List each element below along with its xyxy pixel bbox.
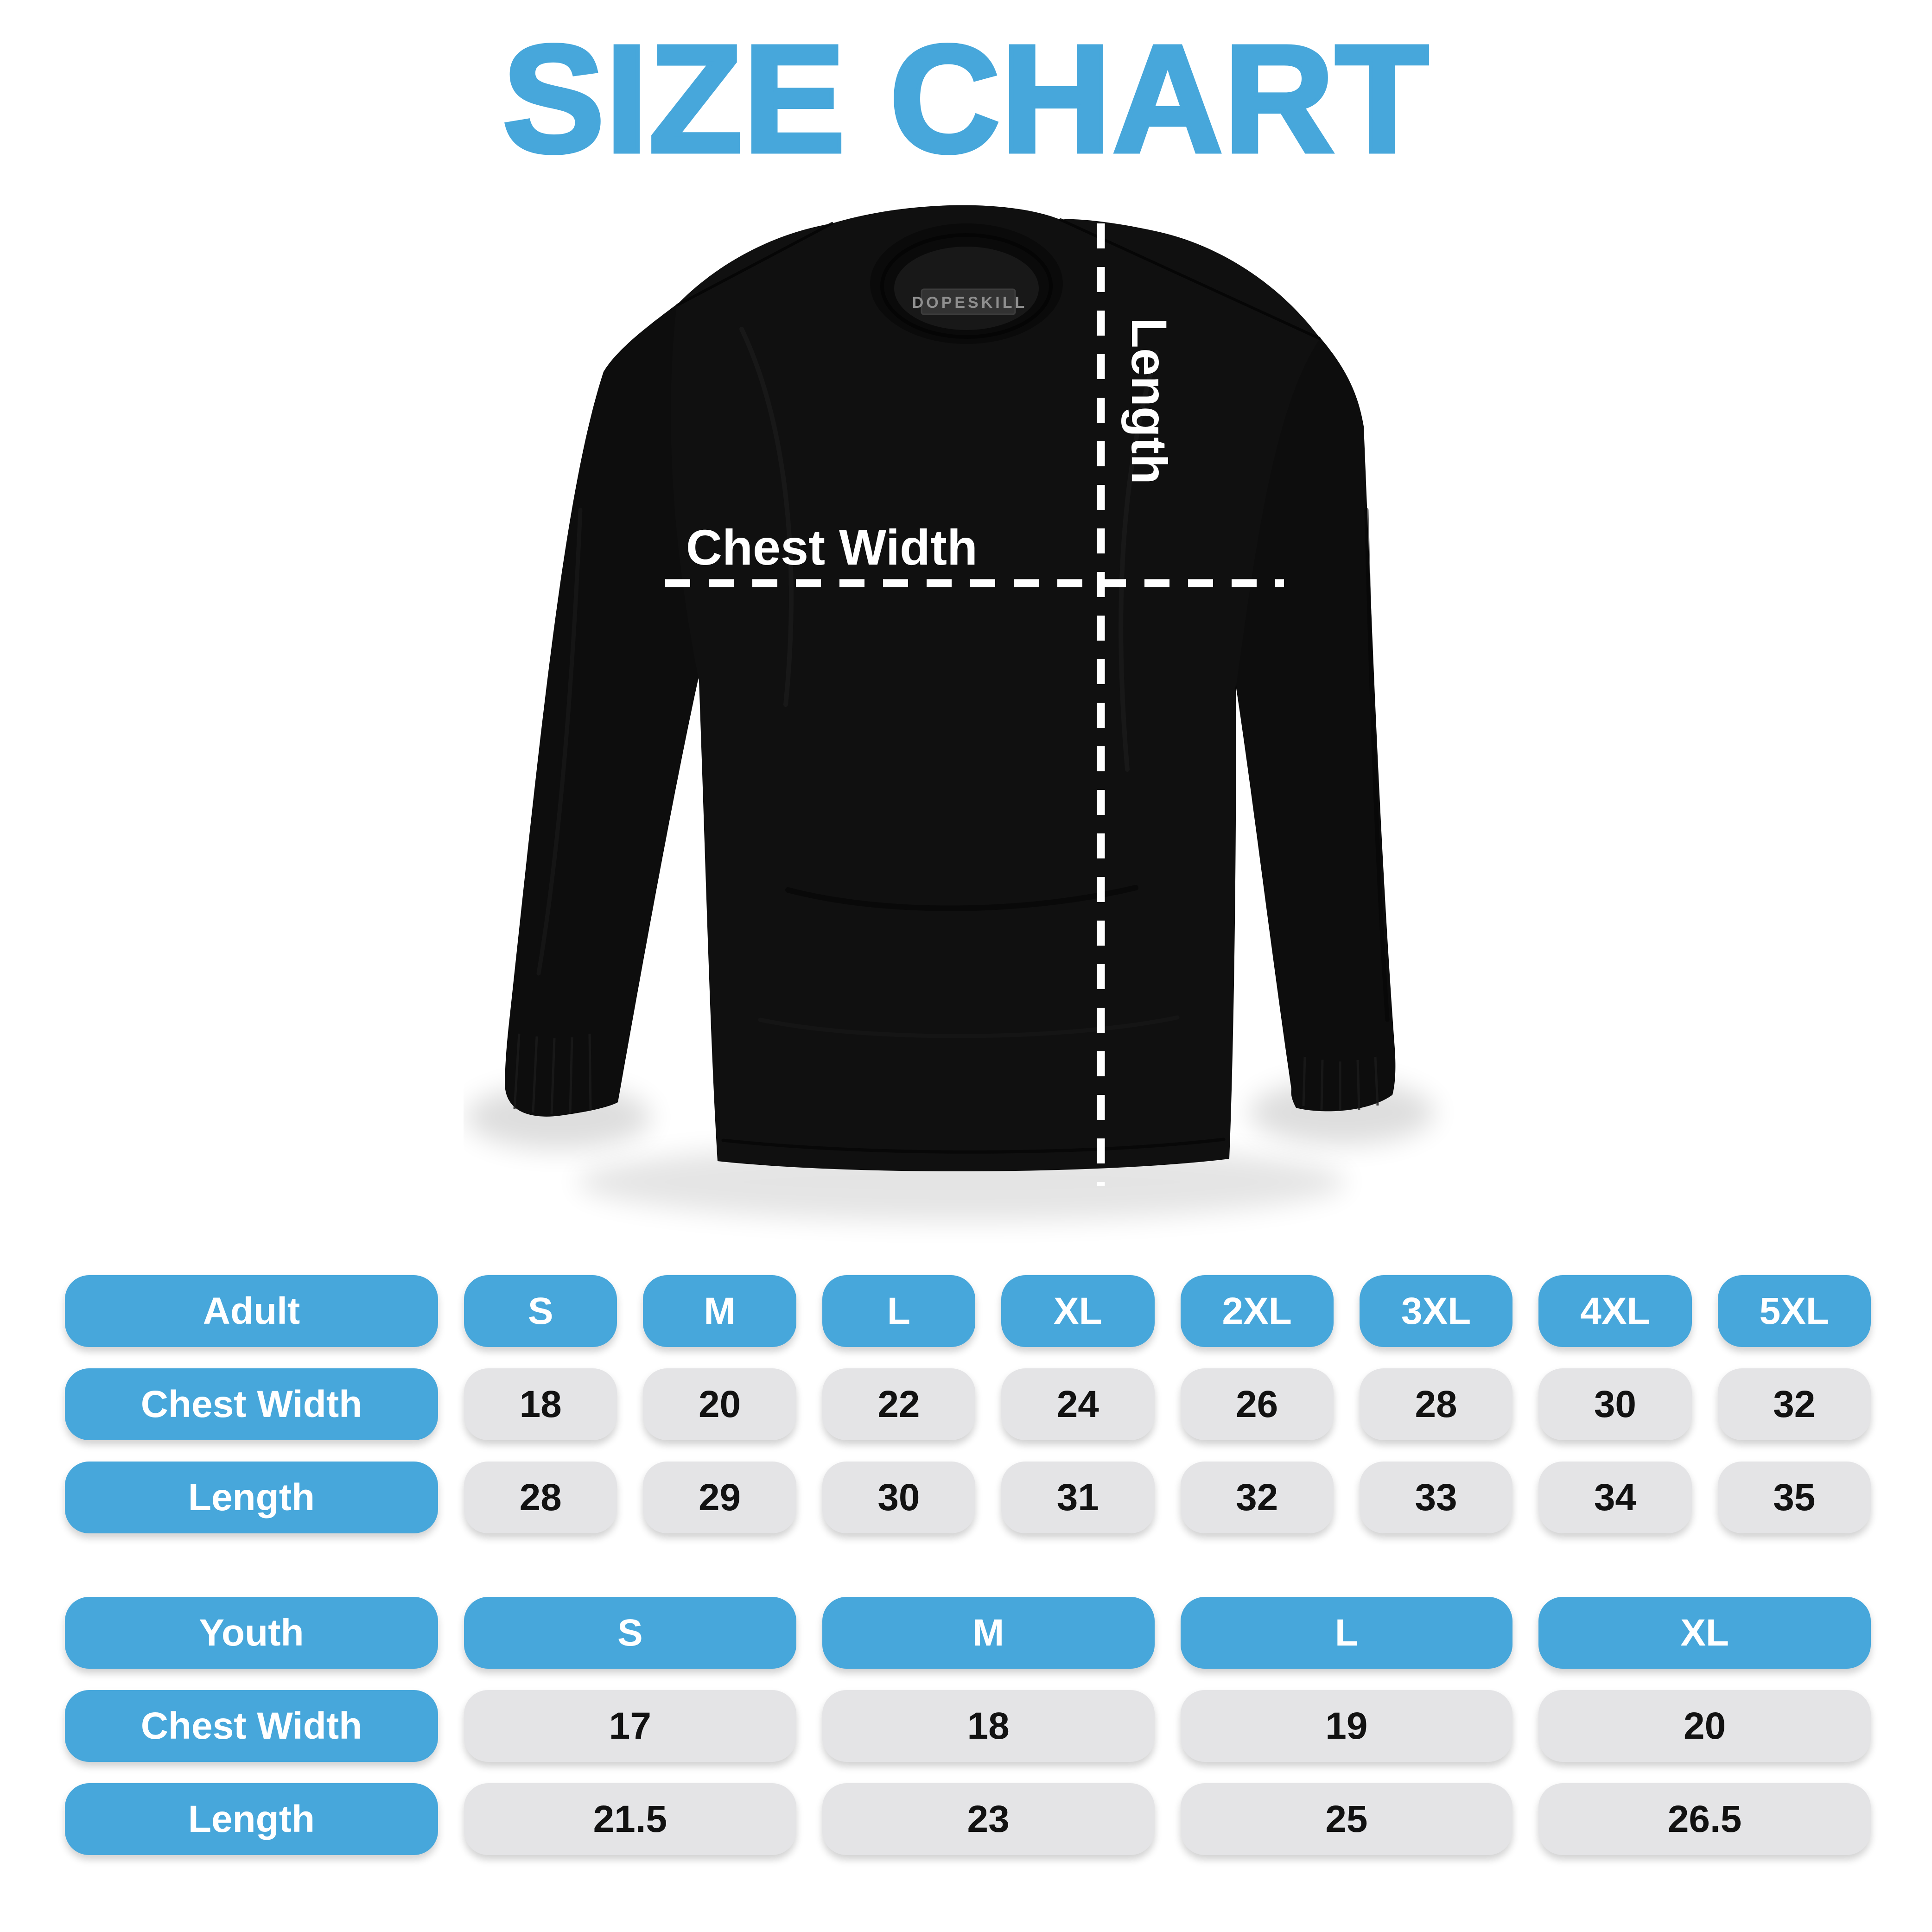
collar-tag bbox=[921, 288, 1016, 315]
youth-size-table: Youth S M L XL Chest Width 17 18 19 20 Length 21.5 2… bbox=[65, 1597, 1871, 1855]
shirt-collar: DOPESKILL bbox=[870, 223, 1063, 344]
size-value-cell: 28 bbox=[1359, 1368, 1513, 1440]
size-column-header: 2XL bbox=[1180, 1275, 1334, 1347]
size-column-header: 5XL bbox=[1717, 1275, 1871, 1347]
size-value-cell: 34 bbox=[1538, 1462, 1692, 1533]
size-value-cell: 26 bbox=[1180, 1368, 1334, 1440]
shirt-photo: DOPESKILL Chest Width Length bbox=[466, 205, 1435, 1221]
size-column-header: XL bbox=[1538, 1597, 1871, 1669]
size-value-cell: 28 bbox=[464, 1462, 617, 1533]
size-value-cell: 18 bbox=[464, 1368, 617, 1440]
shirt-cuffs bbox=[513, 1033, 1379, 1115]
size-value-cell: 21.5 bbox=[464, 1783, 796, 1855]
shirt-right-sleeve bbox=[1236, 337, 1396, 1112]
size-value-cell: 19 bbox=[1180, 1690, 1513, 1762]
size-value-cell: 23 bbox=[822, 1783, 1155, 1855]
size-column-header: L bbox=[1180, 1597, 1513, 1669]
shirt-diagram: DOPESKILL Chest Width Length bbox=[464, 185, 1544, 1265]
size-column-header: 3XL bbox=[1359, 1275, 1513, 1347]
chest-width-label: Chest Width bbox=[686, 519, 978, 575]
size-column-header: XL bbox=[1001, 1275, 1155, 1347]
shirt-left-sleeve bbox=[505, 304, 702, 1117]
size-tables: Adult S M L XL 2XL 3XL 4XL 5XL Chest Width 18 20 22 2… bbox=[65, 1275, 1871, 1855]
row-label-cell: Chest Width bbox=[65, 1368, 438, 1440]
size-value-cell: 18 bbox=[822, 1690, 1155, 1762]
adult-size-table: Adult S M L XL 2XL 3XL 4XL 5XL Chest Width 18 20 22 2… bbox=[65, 1275, 1871, 1533]
size-value-cell: 32 bbox=[1180, 1462, 1334, 1533]
row-label-cell: Length bbox=[65, 1462, 438, 1533]
size-column-header: S bbox=[464, 1275, 617, 1347]
brand-tag-label: DOPESKILL bbox=[912, 294, 1028, 311]
row-label-cell: Length bbox=[65, 1783, 438, 1855]
size-value-cell: 33 bbox=[1359, 1462, 1513, 1533]
size-value-cell: 35 bbox=[1717, 1462, 1871, 1533]
size-value-cell: 26.5 bbox=[1538, 1783, 1871, 1855]
size-value-cell: 32 bbox=[1717, 1368, 1871, 1440]
size-column-header: M bbox=[822, 1597, 1155, 1669]
size-value-cell: 17 bbox=[464, 1690, 796, 1762]
size-value-cell: 29 bbox=[643, 1462, 796, 1533]
size-column-header: 4XL bbox=[1538, 1275, 1692, 1347]
length-label: Length bbox=[1121, 318, 1177, 484]
size-value-cell: 30 bbox=[822, 1462, 976, 1533]
shirt-wrinkles bbox=[536, 218, 1390, 1154]
size-column-header: M bbox=[643, 1275, 796, 1347]
size-column-header: S bbox=[464, 1597, 796, 1669]
size-column-header: L bbox=[822, 1275, 976, 1347]
shirt-body bbox=[671, 205, 1320, 1172]
size-value-cell: 30 bbox=[1538, 1368, 1692, 1440]
size-value-cell: 22 bbox=[822, 1368, 976, 1440]
table-title-cell: Youth bbox=[65, 1597, 438, 1669]
size-value-cell: 25 bbox=[1180, 1783, 1513, 1855]
row-label-cell: Chest Width bbox=[65, 1690, 438, 1762]
page-title: SIZE CHART bbox=[501, 13, 1431, 184]
size-value-cell: 20 bbox=[643, 1368, 796, 1440]
table-title-cell: Adult bbox=[65, 1275, 438, 1347]
size-value-cell: 31 bbox=[1001, 1462, 1155, 1533]
size-value-cell: 20 bbox=[1538, 1690, 1871, 1762]
size-value-cell: 24 bbox=[1001, 1368, 1155, 1440]
